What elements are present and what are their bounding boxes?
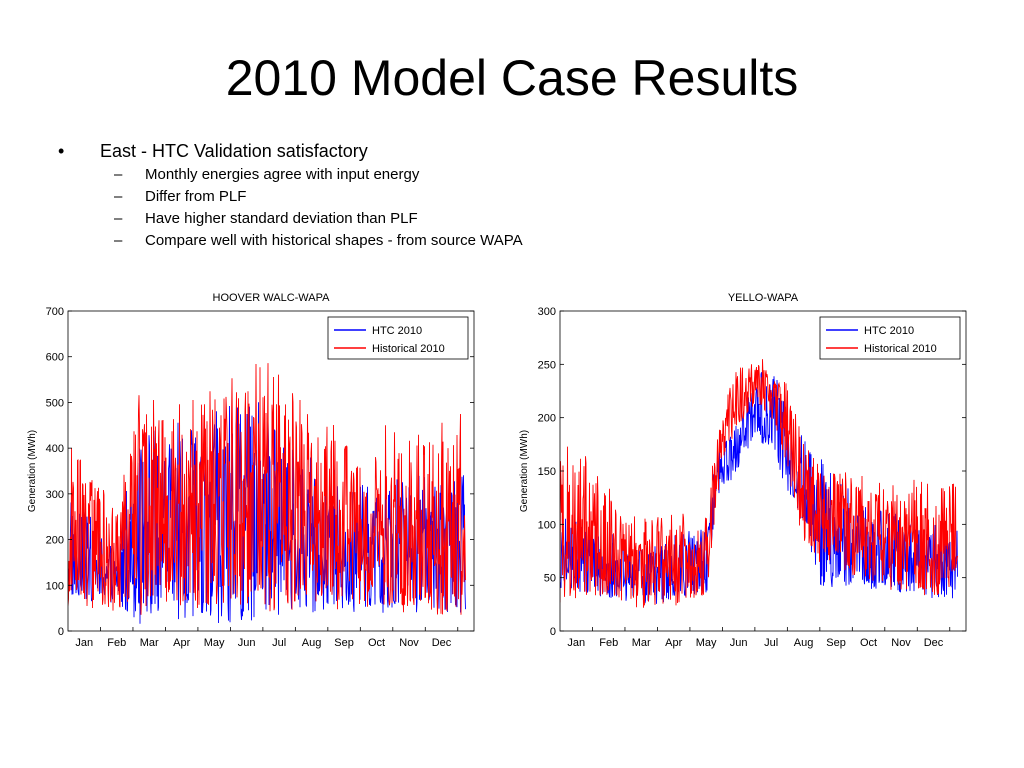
x-tick-label: Nov [399,637,419,649]
sub-bullet-dash: – [114,188,123,205]
legend-label: HTC 2010 [372,325,422,337]
x-tick-label: Oct [368,637,385,649]
x-tick-label: Feb [599,637,618,649]
y-axis-label: Generation (MWh) [519,430,530,512]
y-tick-label: 700 [46,306,64,318]
legend-label: Historical 2010 [372,343,445,355]
series-line [560,359,958,608]
legend-box [819,316,961,360]
bullet-list: • East - HTC Validation satisfactory – M… [58,138,958,252]
y-tick-label: 400 [46,443,64,455]
x-tick-label: Jul [272,637,286,649]
sub-bullet-text: Monthly energies agree with input energy [145,166,420,183]
bullet-text: East - HTC Validation satisfactory [100,141,368,161]
y-axis-label: Generation (MWh) [27,430,38,512]
x-tick-label: Aug [302,637,322,649]
chart-title: YELLO-WAPA [728,292,799,304]
chart-title: HOOVER WALC-WAPA [213,292,331,304]
y-tick-label: 200 [538,413,556,425]
sub-bullet-dash: – [114,210,123,227]
y-tick-label: 100 [538,519,556,531]
sub-bullet-text: Compare well with historical shapes - fr… [145,232,523,249]
sub-bullet-item: – Compare well with historical shapes - … [58,230,958,252]
x-tick-label: Dec [924,637,944,649]
x-tick-label: May [204,637,225,649]
sub-bullet-dash: – [114,166,123,183]
x-tick-label: Mar [632,637,651,649]
x-tick-label: Jan [75,637,93,649]
x-tick-label: Mar [140,637,159,649]
x-tick-label: Feb [107,637,126,649]
y-tick-label: 200 [46,535,64,547]
axes-box [67,310,475,632]
y-tick-label: 300 [46,489,64,501]
x-tick-label: Jun [238,637,256,649]
x-tick-label: Apr [173,637,190,649]
slide-title: 2010 Model Case Results [225,50,799,106]
bullet-dot: • [58,141,65,161]
y-tick-label: 50 [544,573,556,585]
sub-bullet-text: Differ from PLF [145,188,247,205]
hoover-chart: 0 100 200 300 400 500 600 700 Jan Feb Mar Apr May Jun… [27,292,475,649]
series-historical [560,359,958,608]
series-historical [68,363,466,615]
yello-chart: 0 50 100 150 200 250 300 Jan Feb Mar Apr May Jun Jul A… [519,292,967,649]
y-tick-label: 0 [550,626,556,638]
sub-bullet-item: – Monthly energies agree with input ener… [58,164,958,186]
x-tick-label: May [696,637,717,649]
y-tick-label: 500 [46,397,64,409]
y-tick-label: 250 [538,359,556,371]
legend-label: HTC 2010 [864,325,914,337]
x-tick-label: Sep [334,637,354,649]
bullet-item: • East - HTC Validation satisfactory [58,138,958,164]
x-tick-label: Jan [567,637,585,649]
legend-box [327,316,469,360]
x-tick-label: Jun [730,637,748,649]
sub-bullet-text: Have higher standard deviation than PLF [145,210,418,227]
x-tick-label: Apr [665,637,682,649]
sub-bullet-dash: – [114,232,123,249]
y-tick-label: 150 [538,466,556,478]
legend-label: Historical 2010 [864,343,937,355]
x-tick-label: Dec [432,637,452,649]
series-line [68,363,466,615]
sub-bullet-item: – Have higher standard deviation than PL… [58,208,958,230]
y-tick-label: 600 [46,352,64,364]
x-tick-label: Nov [891,637,911,649]
y-tick-label: 100 [46,580,64,592]
x-tick-label: Oct [860,637,877,649]
y-tick-label: 0 [58,626,64,638]
x-tick-label: Aug [794,637,814,649]
x-tick-label: Jul [764,637,778,649]
x-tick-label: Sep [826,637,846,649]
y-tick-label: 300 [538,306,556,318]
sub-bullet-item: – Differ from PLF [58,186,958,208]
